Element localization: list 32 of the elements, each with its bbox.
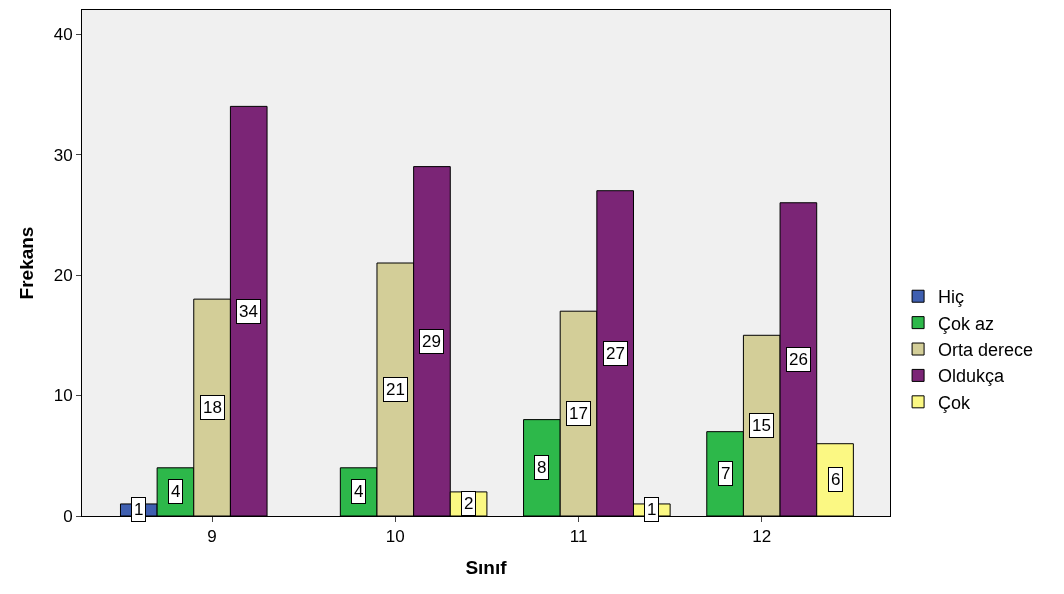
y-tick-label: 20 — [53, 266, 73, 285]
data-label: 15 — [752, 416, 771, 435]
x-axis-title: Sınıf — [465, 557, 508, 579]
data-label: 27 — [606, 344, 625, 363]
data-label: 6 — [831, 470, 841, 489]
data-label: 1 — [647, 500, 657, 519]
legend-label: Çok az — [938, 313, 995, 334]
legend-label: Oldukça — [938, 366, 1006, 387]
data-label: 18 — [203, 398, 222, 417]
y-tick-label: 40 — [53, 25, 73, 45]
x-tick-label: 10 — [385, 527, 405, 547]
data-label: 21 — [386, 380, 405, 399]
y-tick-label: 30 — [53, 145, 73, 165]
y-tick-label: 10 — [53, 386, 73, 406]
data-label: 1 — [134, 500, 144, 519]
data-label: 8 — [537, 458, 547, 477]
x-tick-label: 9 — [207, 527, 217, 547]
x-tick-label: 12 — [752, 527, 772, 547]
data-label: 34 — [239, 302, 258, 321]
data-label: 17 — [569, 404, 588, 423]
data-label: 29 — [422, 332, 441, 351]
legend-label: Orta derece — [938, 340, 1034, 361]
data-label: 2 — [464, 494, 474, 513]
data-label: 7 — [721, 464, 731, 483]
x-tick-label: 11 — [569, 527, 588, 547]
y-axis-title: Frekans — [15, 226, 37, 300]
data-label: 26 — [789, 350, 808, 369]
data-label: 4 — [354, 482, 364, 501]
legend-label: Çok — [938, 392, 972, 413]
data-label: 4 — [171, 482, 181, 501]
y-tick-label: 0 — [63, 506, 73, 526]
legend-label: Hiç — [938, 287, 965, 308]
